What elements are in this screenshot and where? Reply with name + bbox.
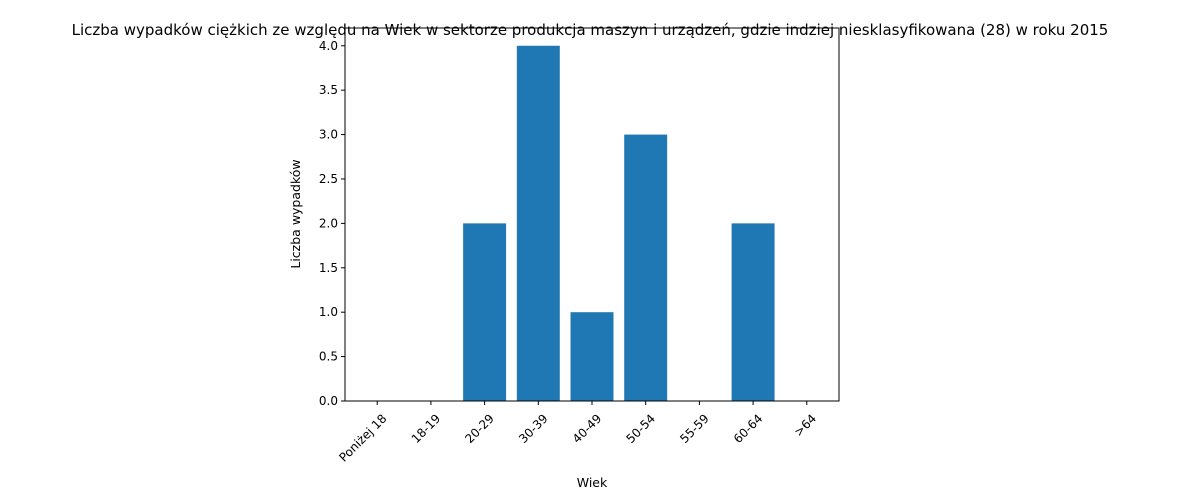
y-tick-label: 2.0 <box>319 216 338 230</box>
y-tick-label: 1.0 <box>319 305 338 319</box>
x-tick-label: 55-59 <box>677 411 712 446</box>
plot-frame <box>344 27 840 402</box>
x-tick-label: 50-54 <box>623 411 658 446</box>
bar-5 <box>624 134 668 402</box>
x-tick-label: 40-49 <box>570 411 605 446</box>
bar-3 <box>516 45 560 402</box>
x-tick-label: 60-64 <box>731 411 766 446</box>
x-tick-label: >64 <box>791 411 819 439</box>
x-tick-label: 30-39 <box>516 411 551 446</box>
x-tick-label: Poniżej 18 <box>336 411 389 464</box>
bars-group <box>463 45 775 402</box>
x-axis: Poniżej 18 18-19 20-29 30-39 40-49 50-54 55-59… <box>336 401 819 465</box>
bar-2 <box>463 223 507 401</box>
bar-7 <box>731 223 775 401</box>
y-tick-label: 0.0 <box>319 394 338 408</box>
y-tick-label: 1.5 <box>319 261 338 275</box>
y-tick-label: 0.5 <box>319 350 338 364</box>
bar-4 <box>570 312 614 401</box>
x-tick-label: 20-29 <box>462 411 497 446</box>
x-axis-label: Wiek <box>577 475 608 490</box>
y-tick-label: 4.0 <box>319 39 338 53</box>
x-tick-label: 18-19 <box>409 411 444 446</box>
y-axis-label: Liczba wypadków <box>288 159 303 268</box>
y-tick-label: 3.5 <box>319 83 338 97</box>
y-tick-label: 3.0 <box>319 128 338 142</box>
y-tick-label: 2.5 <box>319 172 338 186</box>
y-axis: 0.0 0.5 1.0 1.5 2.0 2.5 3.0 3.5 4.0 <box>319 39 345 408</box>
chart-title: Liczba wypadków ciężkich ze względu na W… <box>72 21 1109 39</box>
